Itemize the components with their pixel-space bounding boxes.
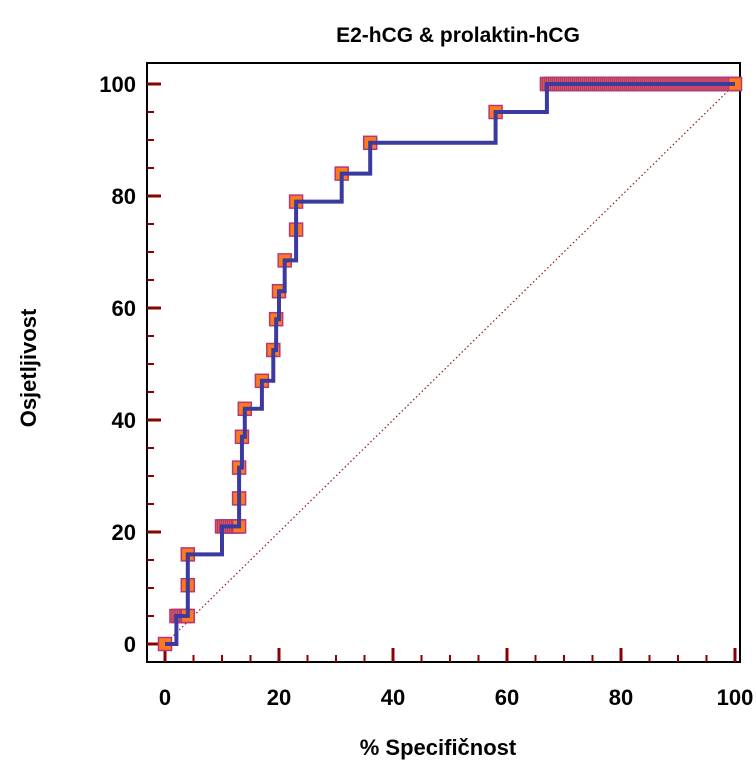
y-tick-label: 100 [99, 72, 136, 97]
roc-curve-line [165, 82, 735, 646]
x-tick-label: 40 [381, 685, 405, 710]
reference-diagonal-line [164, 83, 736, 645]
x-tick-label: 60 [495, 685, 519, 710]
y-tick-label: 80 [112, 184, 136, 209]
x-axis-title: % Specifičnost [360, 735, 517, 760]
y-axis-title: Osjetljivost [16, 308, 41, 427]
plot-area: 0 20 40 60 80 100 0 20 40 60 80 100 [99, 62, 754, 710]
y-tick-label: 40 [112, 408, 136, 433]
x-tick-label: 20 [267, 685, 291, 710]
plot-frame [146, 62, 741, 663]
y-tick-label: 20 [112, 520, 136, 545]
y-tick-label: 0 [124, 632, 136, 657]
x-tick-label: 100 [717, 685, 754, 710]
y-tick-label: 60 [112, 296, 136, 321]
x-tick-label: 80 [609, 685, 633, 710]
x-tick-label: 0 [159, 685, 171, 710]
chart-title: E2-hCG & prolaktin-hCG [336, 24, 580, 47]
